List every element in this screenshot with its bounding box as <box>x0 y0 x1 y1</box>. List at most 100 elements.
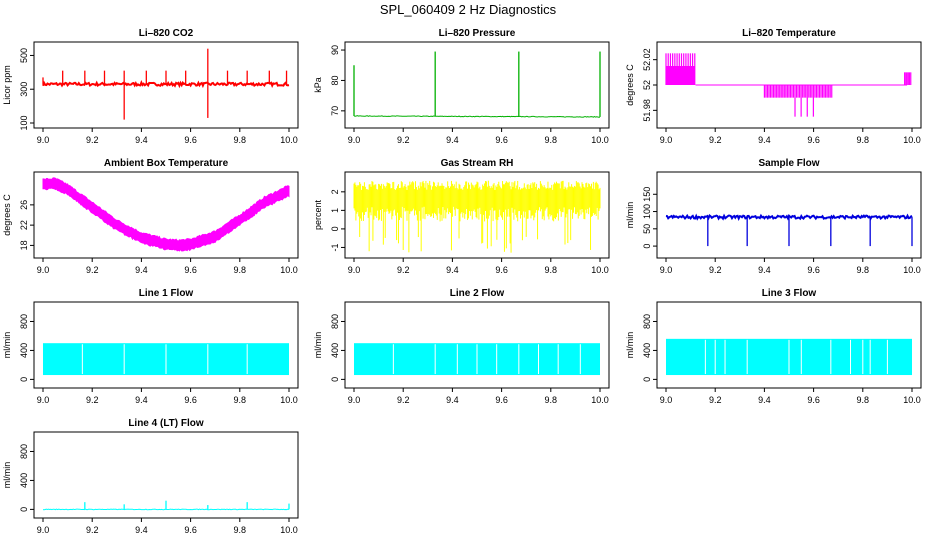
y-tick-label: 500 <box>19 48 29 63</box>
y-tick-label: 0 <box>642 377 652 382</box>
x-tick-label: 9.0 <box>660 395 673 405</box>
y-tick-label: 80 <box>330 75 340 85</box>
panel-title: Sample Flow <box>758 158 819 169</box>
x-tick-label: 9.2 <box>397 395 410 405</box>
x-tick-label: 9.4 <box>135 265 148 275</box>
y-tick-label: 22 <box>19 220 29 230</box>
plot-frame <box>344 41 610 129</box>
panel-title: Li–820 Temperature <box>742 28 836 39</box>
y-tick-label: 1 <box>330 208 340 213</box>
x-tick-label: 9.8 <box>545 265 558 275</box>
plot-frame <box>33 431 299 519</box>
x-tick-label: 10.0 <box>280 265 298 275</box>
x-tick-label: 9.8 <box>545 135 558 145</box>
y-tick-label: 150 <box>642 187 652 202</box>
x-tick-label: 9.8 <box>234 135 247 145</box>
x-tick-label: 10.0 <box>591 135 609 145</box>
y-tick-label: 90 <box>330 45 340 55</box>
x-tick-label: 9.4 <box>446 265 459 275</box>
y-tick-label: 0 <box>330 377 340 382</box>
x-tick-label: 9.0 <box>660 265 673 275</box>
chart-panel-8: Line 2 Flow 9.0 9.2 9.4 9.6 9.8 10.0 0 400 800 ml/… <box>313 288 610 405</box>
x-tick-label: 10.0 <box>591 265 609 275</box>
plot-frame <box>33 301 299 389</box>
plot-frame <box>656 301 922 389</box>
x-tick-label: 9.4 <box>446 135 459 145</box>
y-tick-label: -1 <box>330 243 340 251</box>
chart-panel-1: Li–820 CO2 9.0 9.2 9.4 9.6 9.8 10.0 100 300 500 Li… <box>2 28 299 145</box>
y-tick-label: 400 <box>19 343 29 358</box>
x-tick-label: 9.4 <box>135 395 148 405</box>
series-line <box>353 115 601 118</box>
y-tick-label: 18 <box>19 240 29 250</box>
x-tick-label: 9.2 <box>709 265 722 275</box>
x-tick-label: 9.4 <box>135 525 148 535</box>
x-tick-label: 9.4 <box>758 135 771 145</box>
y-tick-label: 0 <box>642 244 652 249</box>
x-tick-label: 9.0 <box>37 525 50 535</box>
y-tick-label: 51.98 <box>642 99 652 122</box>
x-tick-label: 10.0 <box>591 395 609 405</box>
panel-title: Line 1 Flow <box>139 288 194 299</box>
y-tick-label: 0 <box>19 377 29 382</box>
x-tick-label: 9.6 <box>184 265 197 275</box>
y-axis-label: kPa <box>313 77 323 93</box>
plot-frame <box>344 301 610 389</box>
x-tick-label: 9.6 <box>184 135 197 145</box>
x-tick-label: 9.6 <box>184 395 197 405</box>
x-tick-label: 9.2 <box>86 395 99 405</box>
y-tick-label: 800 <box>19 444 29 459</box>
series-band <box>42 177 290 252</box>
y-tick-label: 26 <box>19 200 29 210</box>
chart-panel-4: Ambient Box Temperature 9.0 9.2 9.4 9.6 9.8 10… <box>2 158 299 275</box>
panel-title: Gas Stream RH <box>441 158 514 169</box>
y-tick-label: 0 <box>330 226 340 231</box>
y-tick-label: 400 <box>330 343 340 358</box>
plot-frame <box>656 171 922 259</box>
plot-frame <box>33 41 299 129</box>
x-tick-label: 9.8 <box>234 395 247 405</box>
y-tick-label: 50 <box>642 224 652 234</box>
x-tick-label: 9.0 <box>37 265 50 275</box>
x-tick-label: 9.2 <box>709 395 722 405</box>
x-tick-label: 10.0 <box>903 265 921 275</box>
y-tick-label: 0 <box>19 507 29 512</box>
x-tick-label: 9.6 <box>807 395 820 405</box>
chart-panel-10: Line 4 (LT) Flow 9.0 9.2 9.4 9.6 9.8 10.0 0 400 8… <box>2 418 299 535</box>
y-tick-label: 400 <box>642 343 652 358</box>
y-axis-label: percent <box>313 199 323 230</box>
series-line <box>665 213 913 221</box>
panel-title: Ambient Box Temperature <box>104 158 229 169</box>
y-tick-label: 400 <box>19 473 29 488</box>
panel-title: Li–820 CO2 <box>139 28 194 39</box>
y-tick-label: 800 <box>642 314 652 329</box>
x-tick-label: 9.2 <box>709 135 722 145</box>
x-tick-label: 9.0 <box>348 395 361 405</box>
x-tick-label: 9.6 <box>495 135 508 145</box>
x-tick-label: 10.0 <box>903 135 921 145</box>
y-axis-label: degrees C <box>625 64 635 106</box>
y-tick-label: 100 <box>642 204 652 219</box>
x-tick-label: 9.8 <box>234 525 247 535</box>
x-tick-label: 9.8 <box>234 265 247 275</box>
x-tick-label: 9.8 <box>545 395 558 405</box>
x-tick-label: 9.4 <box>758 265 771 275</box>
x-tick-label: 9.0 <box>37 395 50 405</box>
x-tick-label: 9.8 <box>857 395 870 405</box>
x-tick-label: 9.0 <box>348 265 361 275</box>
x-tick-label: 9.6 <box>184 525 197 535</box>
x-tick-label: 10.0 <box>280 395 298 405</box>
x-tick-label: 10.0 <box>280 525 298 535</box>
figure-title: SPL_060409 2 Hz Diagnostics <box>379 2 557 17</box>
y-tick-label: 100 <box>19 115 29 130</box>
x-tick-label: 10.0 <box>903 395 921 405</box>
x-tick-label: 9.6 <box>807 135 820 145</box>
x-tick-label: 9.0 <box>348 135 361 145</box>
x-tick-label: 9.2 <box>86 135 99 145</box>
y-tick-label: 800 <box>330 314 340 329</box>
x-tick-label: 9.2 <box>397 265 410 275</box>
x-tick-label: 10.0 <box>280 135 298 145</box>
chart-panel-6: Sample Flow 9.0 9.2 9.4 9.6 9.8 10.0 0 50 100 150 m… <box>625 158 922 275</box>
chart-panel-5: Gas Stream RH 9.0 9.2 9.4 9.6 9.8 10.0 -1 0 1 2 per… <box>313 158 610 275</box>
